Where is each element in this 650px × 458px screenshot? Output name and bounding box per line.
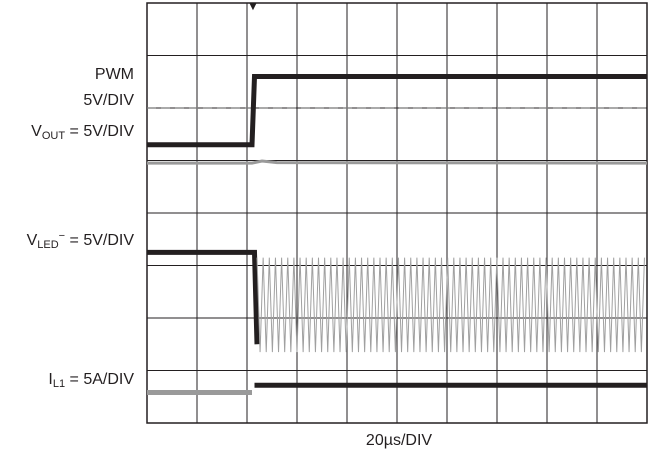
trace-0 — [147, 74, 647, 148]
trace-2 — [147, 249, 260, 345]
plot-grid — [146, 2, 648, 424]
vled-label: VLED− = 5V/DIV — [26, 230, 134, 251]
pwm-label: PWM — [94, 66, 134, 83]
trace-1 — [147, 159, 648, 165]
trigger-marker: ▼ — [249, 1, 257, 12]
plot-traces — [147, 74, 648, 396]
plot-border — [146, 2, 648, 424]
il1-label: IL1 = 5A/DIV — [48, 371, 134, 390]
pwm-scale-label: 5V/DIV — [83, 92, 134, 109]
vout-label: VOUT = 5V/DIV — [31, 123, 134, 142]
vled-oscillation-trace — [256, 257, 645, 353]
x-axis-label: 20µs/DIV — [365, 432, 433, 449]
